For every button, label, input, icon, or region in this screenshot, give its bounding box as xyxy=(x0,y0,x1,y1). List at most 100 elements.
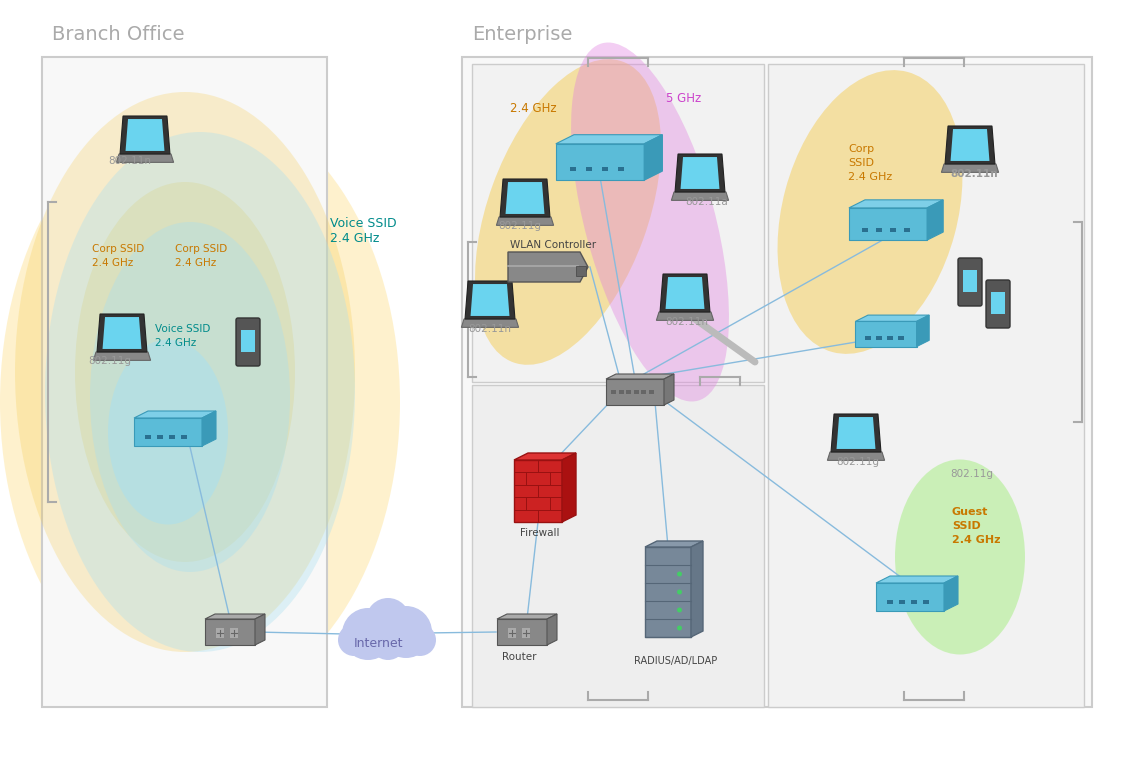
Polygon shape xyxy=(676,154,725,192)
Bar xyxy=(876,337,882,340)
Ellipse shape xyxy=(0,102,400,702)
Bar xyxy=(472,385,765,707)
Text: 2.4 GHz: 2.4 GHz xyxy=(155,338,196,348)
Ellipse shape xyxy=(15,92,355,652)
Bar xyxy=(587,167,592,171)
Polygon shape xyxy=(216,628,224,638)
Text: 5 GHz: 5 GHz xyxy=(665,92,701,105)
Text: Router: Router xyxy=(502,652,536,662)
Bar xyxy=(904,228,910,232)
Polygon shape xyxy=(645,547,691,637)
Polygon shape xyxy=(497,614,557,619)
Bar xyxy=(626,390,631,394)
Circle shape xyxy=(677,608,682,612)
Polygon shape xyxy=(116,154,173,162)
Bar xyxy=(876,228,882,232)
Polygon shape xyxy=(556,134,662,144)
Polygon shape xyxy=(837,417,876,449)
Bar xyxy=(865,337,870,340)
Text: Voice SSID: Voice SSID xyxy=(330,217,396,230)
Bar xyxy=(991,292,1006,313)
Bar xyxy=(157,435,163,439)
Text: Corp SSID: Corp SSID xyxy=(175,244,227,254)
Polygon shape xyxy=(205,619,254,645)
Polygon shape xyxy=(497,217,554,225)
Polygon shape xyxy=(876,583,944,611)
Bar xyxy=(897,337,904,340)
Polygon shape xyxy=(927,200,944,240)
Circle shape xyxy=(677,590,682,594)
Circle shape xyxy=(370,624,406,660)
Bar xyxy=(634,390,638,394)
Polygon shape xyxy=(125,119,164,151)
Polygon shape xyxy=(680,157,720,189)
Bar xyxy=(649,390,654,394)
Text: 802.11g: 802.11g xyxy=(950,469,993,479)
Polygon shape xyxy=(665,277,705,309)
Polygon shape xyxy=(254,614,265,645)
Polygon shape xyxy=(205,614,265,619)
Circle shape xyxy=(338,624,370,656)
FancyBboxPatch shape xyxy=(986,280,1010,328)
FancyBboxPatch shape xyxy=(236,318,260,366)
Text: 2.4 GHz: 2.4 GHz xyxy=(92,258,133,268)
Polygon shape xyxy=(513,460,562,522)
Text: 802.11g: 802.11g xyxy=(88,356,131,366)
Polygon shape xyxy=(506,182,545,214)
Polygon shape xyxy=(644,134,662,180)
Text: Corp SSID: Corp SSID xyxy=(92,244,144,254)
Polygon shape xyxy=(508,252,588,282)
Bar xyxy=(602,167,608,171)
Bar xyxy=(169,435,175,439)
Polygon shape xyxy=(660,274,711,312)
Circle shape xyxy=(379,606,432,658)
Ellipse shape xyxy=(108,340,227,524)
Text: Guest: Guest xyxy=(951,507,989,517)
Bar xyxy=(768,64,1084,707)
Text: Enterprise: Enterprise xyxy=(472,25,572,44)
Ellipse shape xyxy=(778,70,963,354)
Bar xyxy=(571,167,577,171)
Polygon shape xyxy=(202,411,216,446)
Bar xyxy=(890,228,895,232)
Polygon shape xyxy=(471,284,509,316)
Polygon shape xyxy=(876,576,958,583)
Text: SSID: SSID xyxy=(951,521,981,531)
Bar xyxy=(899,600,905,604)
Text: Corp: Corp xyxy=(848,144,874,154)
Polygon shape xyxy=(950,129,990,161)
Text: 2.4 GHz: 2.4 GHz xyxy=(848,172,892,182)
Text: 2.4 GHz: 2.4 GHz xyxy=(951,535,1001,545)
Circle shape xyxy=(342,608,394,660)
Bar xyxy=(618,390,624,394)
Polygon shape xyxy=(547,614,557,645)
Text: 2.4 GHz: 2.4 GHz xyxy=(175,258,216,268)
Circle shape xyxy=(677,625,682,631)
Polygon shape xyxy=(102,317,142,349)
Bar xyxy=(886,337,893,340)
Bar xyxy=(641,390,646,394)
Polygon shape xyxy=(831,414,881,452)
Polygon shape xyxy=(462,319,519,327)
Text: Internet: Internet xyxy=(354,637,403,650)
Polygon shape xyxy=(497,619,547,645)
Circle shape xyxy=(677,571,682,577)
Bar xyxy=(577,266,586,276)
Text: 802.11n: 802.11n xyxy=(665,317,708,327)
Text: Branch Office: Branch Office xyxy=(52,25,185,44)
Text: 2.4 GHz: 2.4 GHz xyxy=(330,232,379,245)
Polygon shape xyxy=(849,208,927,240)
Bar xyxy=(886,600,893,604)
Circle shape xyxy=(404,624,436,656)
Text: 802.11g: 802.11g xyxy=(498,221,540,231)
Bar xyxy=(462,57,1092,707)
Text: 802.11n: 802.11n xyxy=(950,169,998,179)
Polygon shape xyxy=(606,374,674,379)
Ellipse shape xyxy=(895,459,1025,655)
Bar xyxy=(472,64,765,382)
Polygon shape xyxy=(944,576,958,611)
Text: 802.11a: 802.11a xyxy=(685,197,727,207)
Text: RADIUS/AD/LDAP: RADIUS/AD/LDAP xyxy=(634,656,717,666)
Polygon shape xyxy=(606,379,664,405)
Polygon shape xyxy=(645,541,703,547)
